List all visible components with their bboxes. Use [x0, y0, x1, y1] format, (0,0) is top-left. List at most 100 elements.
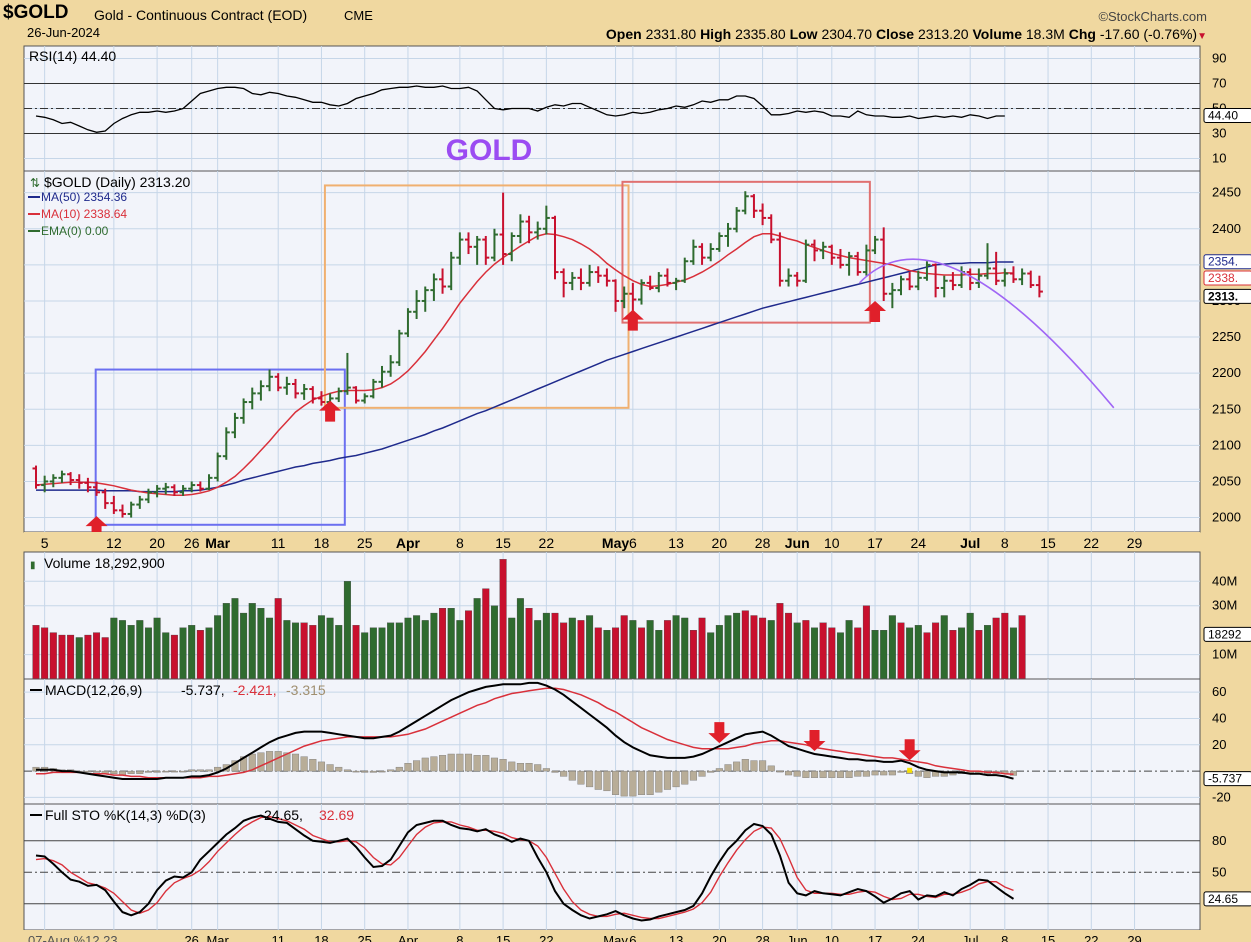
price-bar: [439, 268, 447, 294]
price-bar: [672, 277, 680, 291]
macd-histogram-bar: [499, 759, 507, 772]
macd-histogram-bar: [300, 756, 308, 772]
price-bar: [136, 495, 144, 509]
price-bar: [802, 239, 810, 283]
bottom-axis-label: 18: [314, 933, 328, 942]
price-bar: [1009, 266, 1017, 283]
sell-arrow: [708, 722, 731, 744]
price-bar: [862, 244, 870, 276]
volume-bar: [162, 632, 170, 680]
rsi-tick-label: 90: [1212, 51, 1226, 66]
macd-histogram-bar: [586, 770, 594, 788]
macd-histogram-bar: [516, 763, 524, 772]
volume-bar: [170, 634, 178, 680]
bottom-axis-label: 22: [1084, 933, 1098, 942]
volume-bar: [361, 632, 369, 680]
macd-histogram-bar: [430, 756, 438, 772]
macd-histogram-bar: [413, 760, 421, 772]
x-axis-label: 26: [184, 535, 200, 551]
price-bar: [966, 268, 974, 291]
price-last-label: 2354.: [1208, 255, 1238, 269]
macd-histogram-bar: [534, 764, 542, 772]
volume-bar: [335, 625, 343, 680]
volume-bar: [871, 630, 879, 680]
macd-signal-line: [36, 687, 1014, 779]
price-bar: [413, 290, 421, 320]
bottom-axis-label: 17: [868, 933, 882, 942]
volume-bar: [819, 622, 827, 680]
macd-histogram-bar: [560, 770, 568, 777]
bottom-axis-label: 10: [825, 933, 839, 942]
macd-histogram-bar: [793, 770, 801, 777]
volume-bar: [188, 625, 196, 680]
volume-bar: [404, 617, 412, 680]
macd-histogram-bar: [888, 770, 896, 776]
price-bar: [871, 235, 879, 255]
macd-histogram-bar: [672, 770, 680, 788]
volume-tick-label: 10M: [1212, 647, 1237, 662]
price-bar: [240, 398, 248, 424]
price-bar: [603, 268, 611, 287]
price-bar: [629, 282, 637, 312]
chg-value: -17.60 (-0.76%): [1099, 26, 1198, 42]
close-label: Close: [875, 26, 915, 42]
x-axis-label: 20: [712, 535, 728, 551]
price-tick-label: 2400: [1212, 221, 1241, 236]
volume-bar: [447, 608, 455, 680]
macd-histogram-bar: [689, 770, 697, 781]
volume-bar: [490, 605, 498, 680]
macd-histogram-bar: [525, 763, 533, 772]
macd-histogram-bar: [897, 770, 905, 773]
volume-bar: [542, 612, 550, 680]
macd-tick-label: 40: [1212, 710, 1226, 725]
macd-histogram-bar: [940, 770, 948, 777]
price-panel: [23, 170, 1201, 533]
volume-bar: [93, 632, 101, 680]
macd-histogram-bar: [646, 770, 654, 795]
bottom-axis-label: Mar: [206, 933, 229, 942]
rsi-tick-label: 30: [1212, 126, 1226, 141]
volume-bar: [663, 620, 671, 680]
rsi-last-value: 44.40: [1208, 109, 1238, 123]
macd-histogram-bar: [663, 770, 671, 790]
macd-histogram-bar: [620, 770, 628, 797]
price-bar: [387, 355, 395, 377]
price-bar: [32, 465, 40, 489]
volume-bar: [793, 622, 801, 680]
buy-arrow-may: [621, 309, 644, 331]
x-axis-label: 8: [1001, 535, 1009, 551]
macd-histogram-bar: [317, 761, 325, 772]
volume-bar: [551, 612, 559, 680]
price-bar: [620, 286, 628, 309]
x-axis-label: 24: [911, 535, 927, 551]
volume-bar: [222, 603, 230, 680]
volume-bar: [836, 632, 844, 680]
macd-histogram-bar: [845, 770, 853, 778]
macd-histogram-bar: [257, 752, 265, 772]
macd-histogram-bar: [715, 768, 723, 772]
macd-histogram-bar: [603, 770, 611, 792]
price-bar: [274, 373, 282, 392]
volume-tick-label: 30M: [1212, 598, 1237, 613]
price-bar: [793, 272, 801, 287]
price-bar: [542, 205, 550, 235]
projected-arc: [858, 258, 1115, 409]
price-bar: [465, 232, 472, 255]
macd-histogram-bar: [188, 769, 196, 772]
volume-bar: [776, 603, 784, 680]
volume-bar: [802, 620, 810, 680]
x-axis-label: 10: [824, 535, 840, 551]
bottom-axis-label: 25: [357, 933, 371, 942]
price-bar: [447, 251, 455, 291]
macd-histogram-bar: [785, 770, 793, 776]
price-bar: [300, 383, 308, 400]
volume-bar: [586, 615, 594, 680]
macd-histogram-bar: [482, 755, 490, 772]
macd-histogram-bar: [361, 770, 369, 773]
macd-histogram-bar: [707, 770, 715, 773]
price-bar: [525, 215, 533, 244]
price-bar: [231, 412, 239, 439]
price-bar: [767, 214, 775, 244]
volume-bar: [638, 627, 645, 680]
price-bar: [214, 452, 222, 482]
